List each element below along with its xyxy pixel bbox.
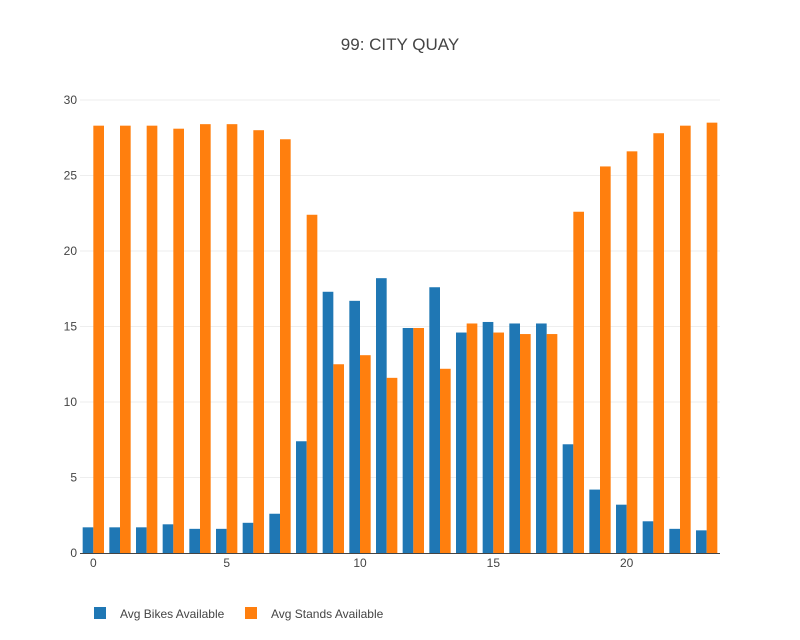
bar-stands[interactable]	[200, 124, 211, 553]
x-tick-label: 15	[487, 556, 501, 570]
gridlines	[80, 99, 720, 478]
bar-bikes[interactable]	[162, 524, 174, 553]
bar-stands[interactable]	[173, 128, 184, 553]
y-tick-label: 5	[70, 471, 77, 485]
bar-stands[interactable]	[306, 214, 318, 553]
bar-stands[interactable]	[520, 334, 531, 553]
bar-bikes[interactable]	[562, 444, 574, 553]
legend: Avg Bikes Available Avg Stands Available	[94, 607, 384, 621]
bar-bikes[interactable]	[349, 300, 360, 553]
bar-stands[interactable]	[413, 328, 424, 553]
bar-stands[interactable]	[386, 377, 398, 553]
bar-bikes[interactable]	[376, 278, 387, 553]
bar-bikes[interactable]	[216, 528, 227, 553]
bar-stands[interactable]	[280, 139, 291, 553]
bar-stands[interactable]	[626, 151, 638, 553]
y-tick-label: 0	[70, 546, 77, 560]
x-tick-label: 10	[353, 556, 367, 570]
bar-bikes[interactable]	[669, 528, 680, 553]
bar-stands[interactable]	[680, 125, 691, 554]
bar-bikes[interactable]	[482, 321, 494, 553]
y-tick-label: 30	[64, 93, 78, 107]
y-tick-label: 15	[64, 320, 78, 334]
bar-stands[interactable]	[120, 125, 131, 554]
bar-stands[interactable]	[493, 332, 504, 553]
legend-label-stands: Avg Stands Available	[271, 607, 384, 621]
bar-bikes[interactable]	[109, 527, 120, 553]
bar-stands[interactable]	[600, 166, 611, 553]
bar-bikes[interactable]	[536, 323, 547, 553]
bar-stands[interactable]	[653, 133, 664, 553]
legend-swatch-stands	[245, 607, 257, 619]
bars	[82, 122, 718, 554]
bar-stands[interactable]	[440, 368, 451, 553]
bar-stands[interactable]	[466, 323, 478, 553]
bar-bikes[interactable]	[616, 504, 627, 553]
x-tick-label: 5	[223, 556, 230, 570]
legend-label-bikes: Avg Bikes Available	[120, 607, 225, 621]
bar-bikes[interactable]	[642, 521, 654, 553]
bar-bikes[interactable]	[269, 513, 280, 553]
bar-stands[interactable]	[360, 355, 371, 553]
bar-bikes[interactable]	[189, 528, 200, 553]
bar-bikes[interactable]	[82, 527, 94, 553]
chart-title: 99: CITY QUAY	[341, 35, 459, 54]
bar-bikes[interactable]	[402, 328, 414, 553]
bar-stands[interactable]	[573, 211, 584, 554]
y-tick-label: 10	[64, 395, 78, 409]
y-tick-label: 25	[64, 169, 78, 183]
x-axis-ticks: 0 5 10 15 20	[90, 556, 634, 570]
bar-stands[interactable]	[253, 130, 264, 553]
x-tick-label: 20	[620, 556, 634, 570]
bar-bikes[interactable]	[136, 527, 147, 553]
legend-item-stands[interactable]: Avg Stands Available	[245, 607, 384, 621]
bar-bikes[interactable]	[509, 323, 520, 553]
y-tick-label: 20	[64, 244, 78, 258]
bar-stands[interactable]	[146, 125, 158, 554]
legend-item-bikes[interactable]: Avg Bikes Available	[94, 607, 225, 621]
y-axis-ticks: 0 5 10 15 20 25 30	[64, 93, 78, 560]
bar-bikes[interactable]	[696, 530, 707, 553]
bar-bikes[interactable]	[322, 291, 334, 553]
legend-swatch-bikes	[94, 607, 106, 619]
bar-stands[interactable]	[333, 364, 344, 553]
x-tick-label: 0	[90, 556, 97, 570]
bar-stands[interactable]	[93, 125, 104, 554]
bar-stands[interactable]	[226, 124, 238, 553]
bar-stands[interactable]	[546, 334, 558, 553]
bar-stands[interactable]	[706, 122, 718, 554]
bar-bikes[interactable]	[589, 489, 600, 553]
bar-bikes[interactable]	[296, 441, 307, 553]
bar-bikes[interactable]	[242, 522, 254, 553]
bar-bikes[interactable]	[456, 332, 467, 553]
bar-bikes[interactable]	[429, 287, 440, 553]
